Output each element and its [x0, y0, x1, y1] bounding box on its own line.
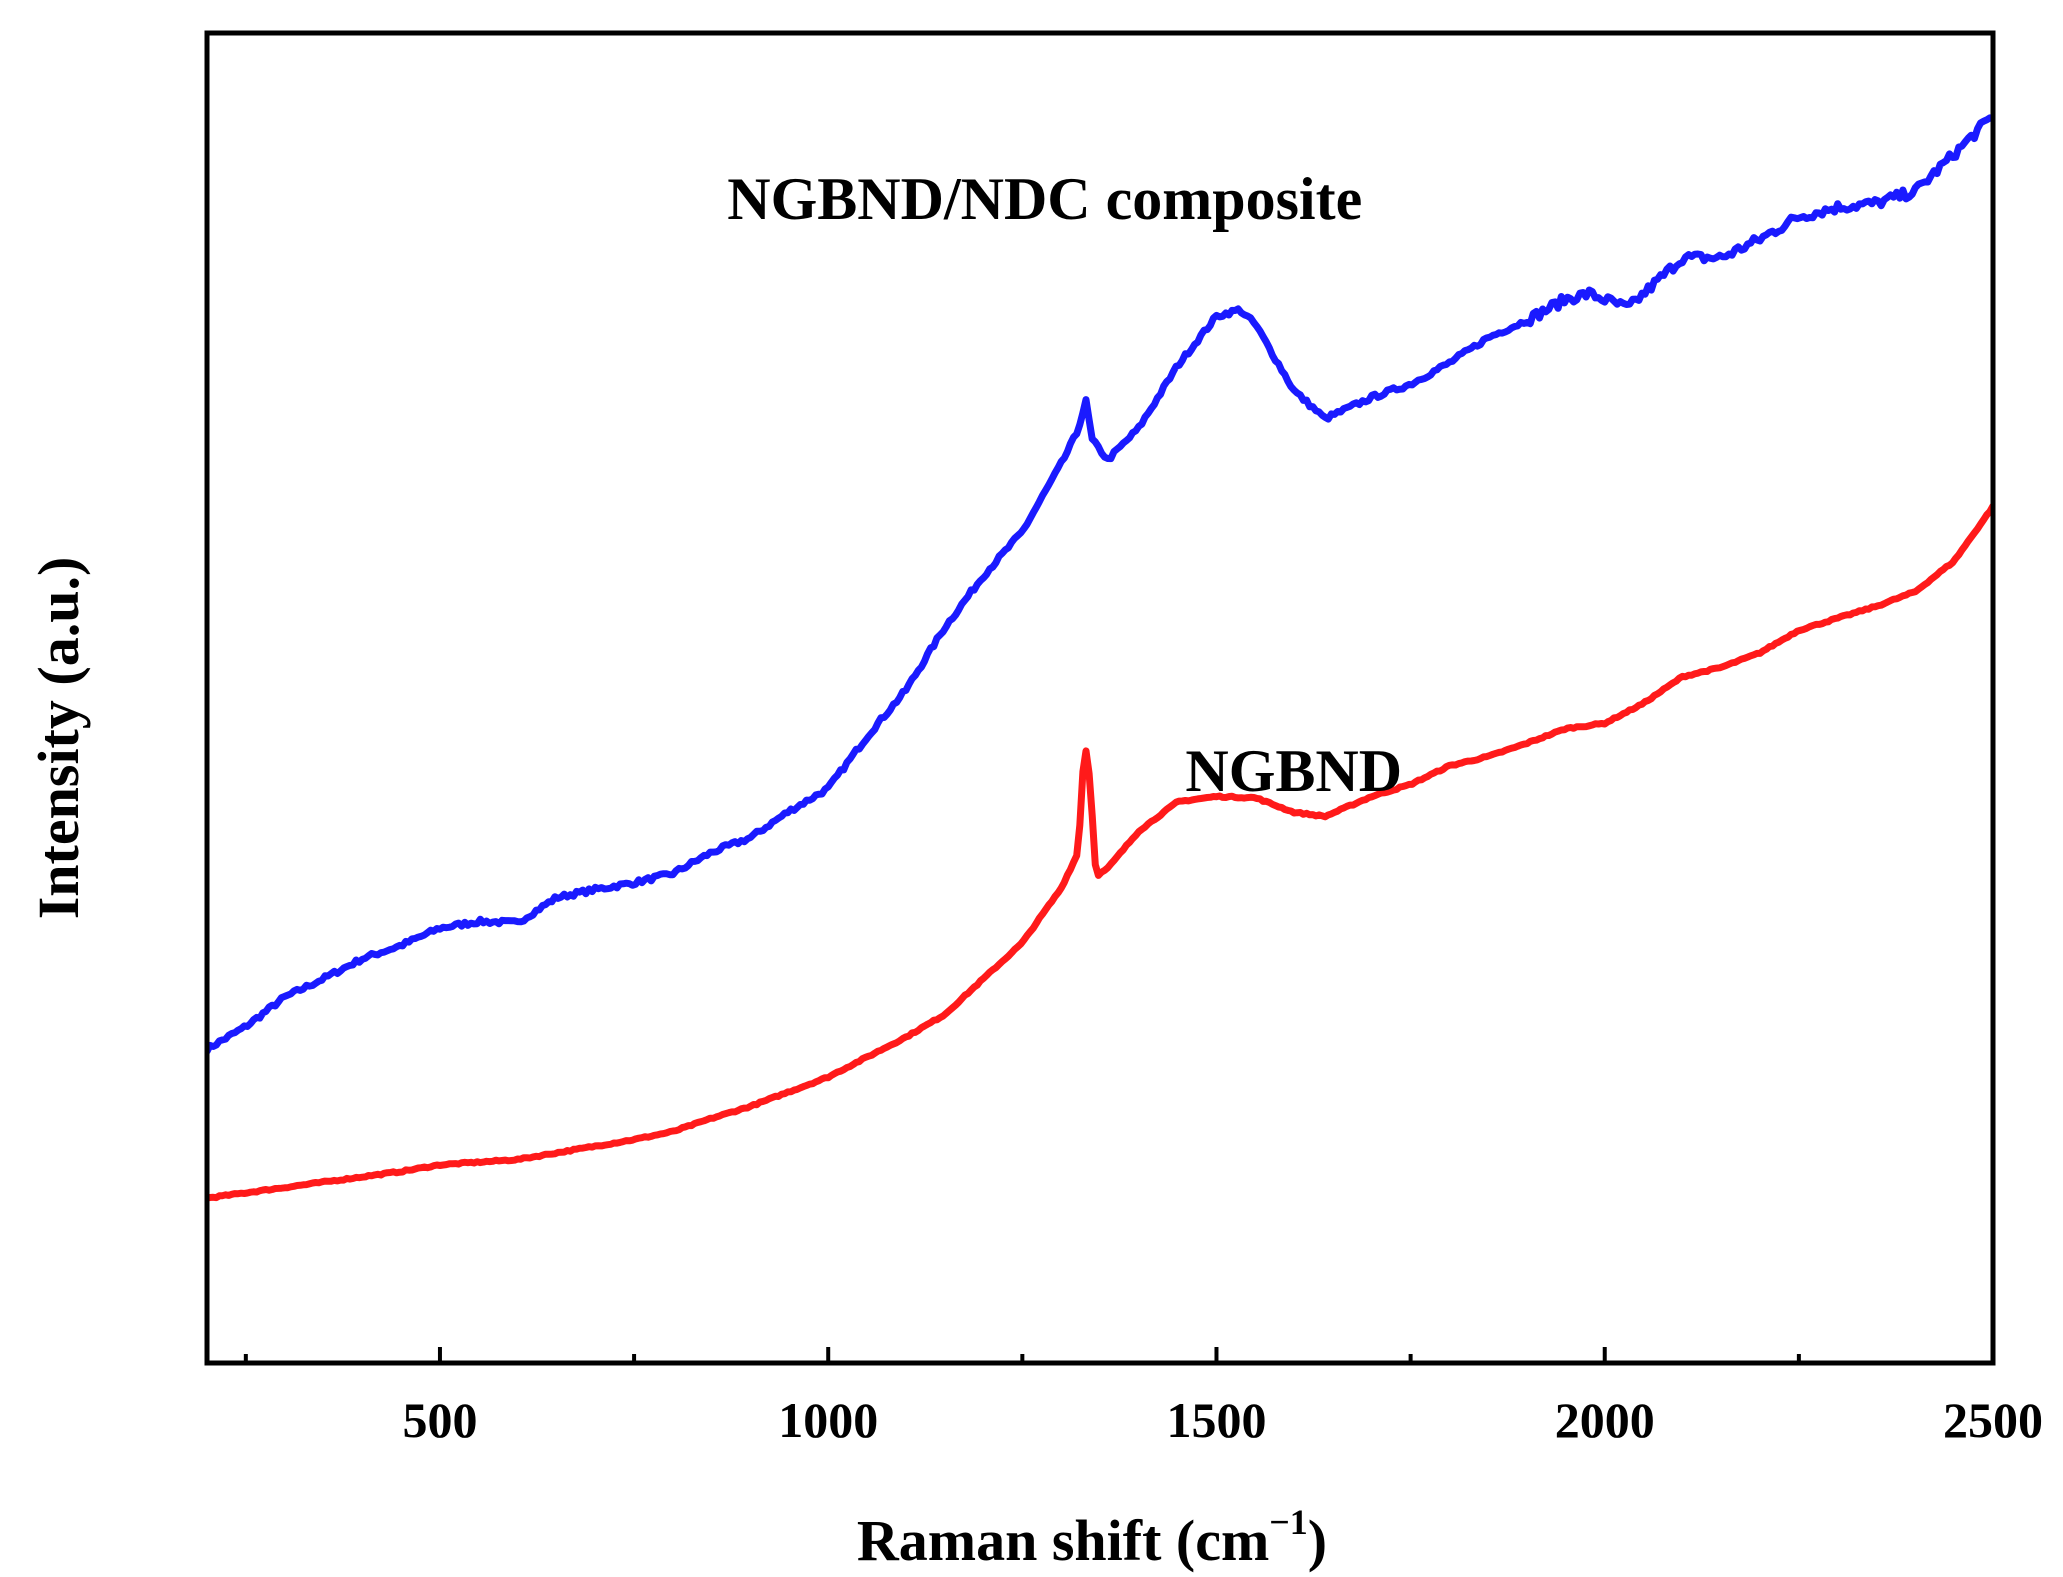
- x-tick-label: 2500: [1943, 1392, 2043, 1448]
- x-axis-tick-labels: 500 1000 1500 2000 2500: [402, 1392, 2043, 1448]
- x-tick-label: 1500: [1166, 1392, 1266, 1448]
- x-axis-title-close: ): [1308, 1508, 1327, 1573]
- series-labels: NGBND/NDC composite NGBND: [727, 166, 1402, 804]
- x-tick-label: 1000: [778, 1392, 878, 1448]
- x-tick-label: 2000: [1555, 1392, 1655, 1448]
- x-axis-title-main: Raman shift (cm: [857, 1508, 1269, 1573]
- series-label-ngbnd: NGBND: [1185, 738, 1402, 804]
- x-axis-title-superscript: −1: [1269, 1502, 1308, 1542]
- series-line-ngbnd: [207, 502, 1993, 1202]
- x-tick-label: 500: [402, 1392, 477, 1448]
- y-axis-title: Intensity (a.u.): [26, 557, 91, 920]
- series-line-ngbnd-ndc-composite: [207, 114, 1993, 1055]
- plot-area: [207, 114, 1993, 1202]
- x-axis-ticks: [243, 1347, 1995, 1363]
- series-label-ngbnd-ndc-composite: NGBND/NDC composite: [727, 166, 1362, 232]
- x-axis-title: Raman shift (cm−1): [857, 1502, 1327, 1573]
- plot-frame: [204, 30, 1996, 1366]
